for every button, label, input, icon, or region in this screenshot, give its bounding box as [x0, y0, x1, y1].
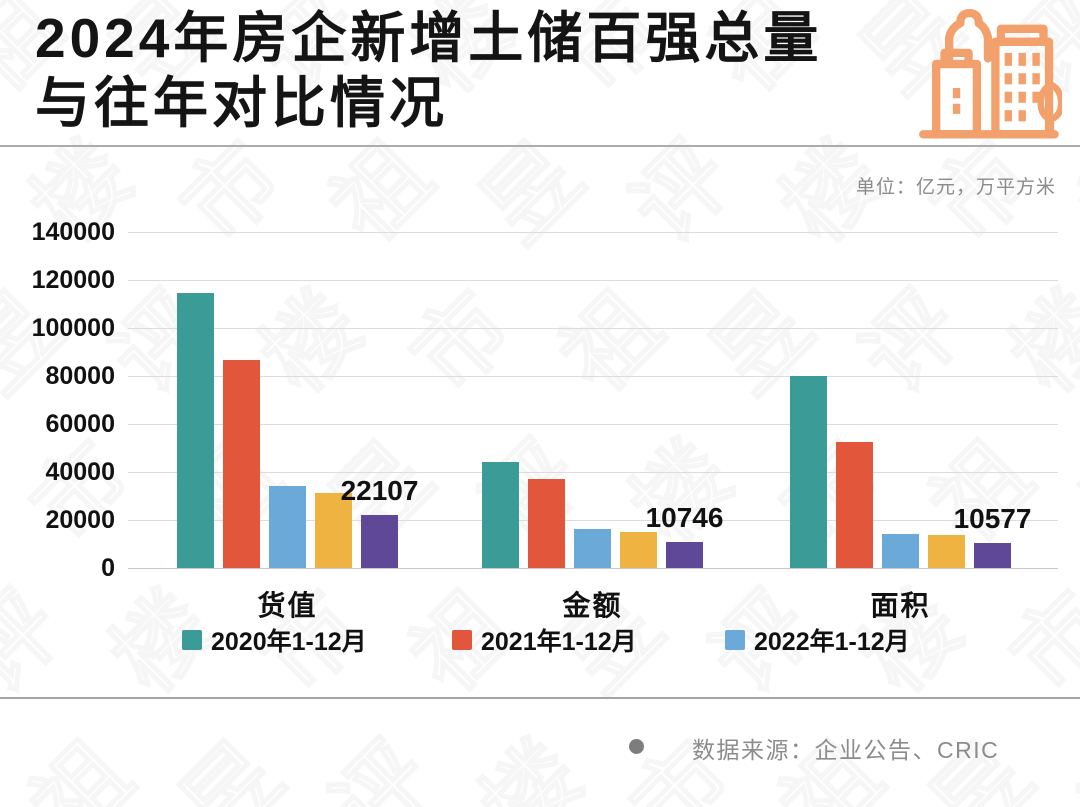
legend-item: 2022年1-12月 — [725, 627, 910, 656]
legend-label: 2022年1-12月 — [754, 628, 910, 656]
x-axis-category-label: 面积 — [870, 590, 931, 621]
source-bullet-icon — [629, 739, 644, 754]
gridline — [128, 280, 1058, 281]
legend-swatch — [182, 630, 202, 650]
bar-货值-series2 — [223, 359, 260, 568]
x-axis-category-label: 金额 — [562, 590, 623, 621]
bar-value-label: 22107 — [340, 474, 419, 506]
y-axis-tick-label: 0 — [101, 554, 115, 582]
y-axis-tick-label: 20000 — [45, 506, 115, 534]
bar-金额-series3 — [574, 528, 611, 568]
bar-金额-series2 — [528, 479, 565, 568]
bar-面积-series4 — [928, 535, 965, 568]
bar-面积-series5 — [974, 542, 1011, 568]
bar-金额-series5 — [666, 542, 703, 568]
buildings-icon — [919, 8, 1062, 139]
gridline — [128, 328, 1058, 329]
unit-note: 单位：亿元，万平方米 — [855, 177, 1056, 198]
page-title-line2: 与往年对比情况 — [35, 71, 449, 134]
y-axis-tick-label: 120000 — [31, 266, 115, 294]
bar-value-label: 10577 — [953, 502, 1032, 534]
bar-货值-series4 — [315, 493, 352, 568]
legend-swatch — [725, 630, 745, 650]
y-axis-tick-label: 100000 — [31, 314, 115, 342]
gridline — [128, 568, 1058, 569]
bar-货值-series3 — [269, 486, 306, 568]
gridline — [128, 520, 1058, 521]
bar-货值-series1 — [177, 293, 214, 568]
page-title: 2024年房企新增土储百强总量 与往年对比情况 — [35, 6, 925, 136]
y-axis-tick-label: 40000 — [45, 458, 115, 486]
bar-面积-series3 — [882, 534, 919, 568]
legend-swatch — [452, 630, 472, 650]
legend-label: 2021年1-12月 — [481, 628, 637, 656]
bar-金额-series4 — [620, 532, 657, 568]
y-axis-tick-label: 140000 — [31, 218, 115, 246]
legend-item: 2021年1-12月 — [452, 627, 637, 656]
bar-面积-series1 — [790, 375, 827, 568]
bar-金额-series1 — [482, 462, 519, 568]
page-title-line1: 2024年房企新增土储百强总量 — [35, 7, 823, 69]
bar-面积-series2 — [836, 442, 873, 568]
legend-item: 2020年1-12月 — [182, 627, 367, 656]
y-axis-tick-label: 80000 — [45, 362, 115, 390]
gridline — [128, 472, 1058, 473]
gridline — [128, 376, 1058, 377]
gridline — [128, 424, 1058, 425]
footer-divider — [0, 697, 1080, 699]
data-source-note: 数据来源：企业公告、CRIC — [692, 737, 1000, 763]
x-axis-category-label: 货值 — [257, 590, 318, 621]
legend-label: 2020年1-12月 — [211, 628, 367, 656]
y-axis-tick-label: 60000 — [45, 410, 115, 438]
bar-value-label: 10746 — [645, 502, 724, 534]
bar-货值-series5 — [361, 514, 398, 568]
title-divider — [0, 145, 1080, 147]
gridline — [128, 232, 1058, 233]
